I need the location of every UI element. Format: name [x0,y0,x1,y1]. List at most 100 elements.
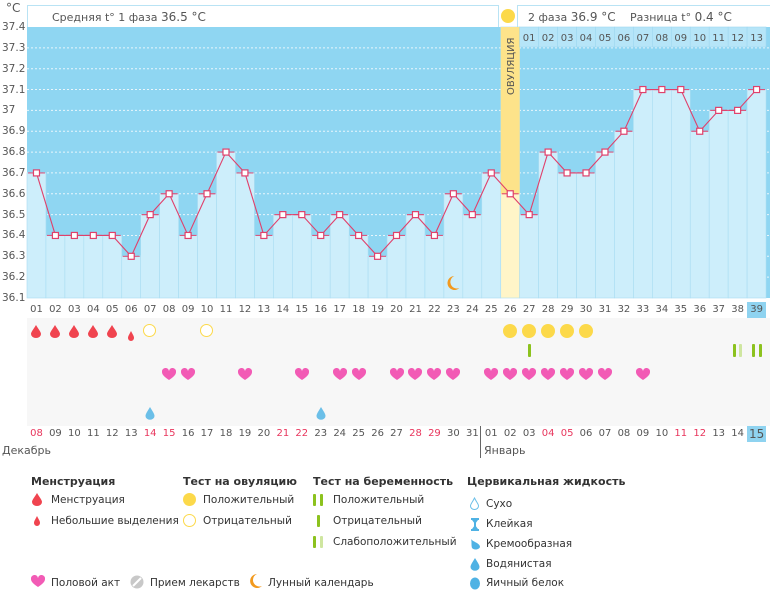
cycle-day-label[interactable]: 34 [655,304,669,315]
intercourse-heart-icon[interactable] [597,366,613,385]
ovulation-test-positive-icon[interactable] [560,324,575,338]
cycle-day-label[interactable]: 29 [560,304,574,315]
intercourse-heart-icon[interactable] [541,366,556,385]
date-label[interactable]: 19 [238,428,252,439]
spotting-drop-icon[interactable] [127,326,135,345]
cycle-day-label[interactable]: 30 [579,304,593,315]
intercourse-heart-icon[interactable] [503,366,518,385]
date-label[interactable]: 26 [371,428,384,439]
ovulation-test-positive-icon[interactable] [503,324,518,338]
date-label[interactable]: 22 [295,428,309,439]
cycle-day-label[interactable]: 16 [314,304,328,315]
cycle-day-label[interactable]: 19 [371,304,384,315]
cycle-day-label[interactable]: 21 [409,304,422,315]
menstruation-drop-icon[interactable] [49,323,61,342]
date-label[interactable]: 04 [541,428,555,439]
cycle-day-label[interactable]: 14 [276,304,290,315]
cycle-day-label[interactable]: 11 [219,304,233,315]
intercourse-heart-icon[interactable] [162,366,177,385]
cycle-day-label[interactable]: 27 [522,304,536,315]
cycle-day-label[interactable]: 12 [238,304,252,315]
cycle-day-label[interactable]: 13 [257,304,271,315]
cycle-day-label[interactable]: 08 [162,304,176,315]
date-label[interactable]: 11 [674,428,688,439]
date-label[interactable]: 21 [276,428,290,439]
intercourse-heart-icon[interactable] [522,366,537,385]
date-label[interactable]: 11 [86,428,100,439]
cycle-day-label[interactable]: 23 [447,304,460,315]
intercourse-heart-icon[interactable] [427,366,442,385]
date-label[interactable]: 09 [49,428,62,439]
pregnancy-test-weak-icon[interactable] [733,344,743,357]
intercourse-heart-icon[interactable] [578,366,594,385]
date-label[interactable]: 15 [747,426,767,442]
date-label[interactable]: 25 [352,428,365,439]
cycle-day-label[interactable]: 37 [712,304,726,315]
date-label[interactable]: 06 [579,428,593,439]
date-label[interactable]: 05 [560,428,574,439]
cycle-day-label[interactable]: 06 [124,304,138,315]
intercourse-heart-icon[interactable] [389,366,404,385]
date-label[interactable]: 17 [200,428,214,439]
date-label[interactable]: 12 [693,428,707,439]
date-label[interactable]: 28 [409,428,422,439]
intercourse-heart-icon[interactable] [181,366,196,385]
pregnancy-test-negative-icon[interactable] [527,344,531,357]
ovulation-test-positive-icon[interactable] [541,324,556,338]
ovulation-test-negative-icon[interactable] [200,324,214,337]
ovulation-test-positive-icon[interactable] [522,324,537,338]
menstruation-drop-icon[interactable] [30,323,42,342]
date-label[interactable]: 31 [465,428,479,439]
cycle-day-label[interactable]: 18 [352,304,365,315]
menstruation-drop-icon[interactable] [106,323,118,342]
date-label[interactable]: 02 [503,428,517,439]
date-label[interactable]: 09 [636,428,650,439]
date-label[interactable]: 03 [522,428,536,439]
cycle-day-label[interactable]: 25 [484,304,498,315]
date-label[interactable]: 29 [428,428,441,439]
date-label[interactable]: 24 [333,428,347,439]
cycle-day-label[interactable]: 33 [636,304,650,315]
menstruation-drop-icon[interactable] [68,323,80,342]
date-label[interactable]: 08 [617,428,631,439]
cycle-day-label[interactable]: 15 [295,304,309,315]
date-label[interactable]: 30 [447,428,460,439]
intercourse-heart-icon[interactable] [635,366,650,385]
cycle-day-label[interactable]: 01 [30,304,43,315]
intercourse-heart-icon[interactable] [484,366,499,385]
cycle-day-label[interactable]: 17 [333,304,347,315]
ovulation-test-negative-icon[interactable] [143,324,157,337]
date-label[interactable]: 13 [124,428,138,439]
date-label[interactable]: 12 [105,428,119,439]
intercourse-heart-icon[interactable] [294,366,309,385]
cycle-day-label[interactable]: 32 [617,304,631,315]
cycle-day-label[interactable]: 03 [68,304,81,315]
cycle-day-label[interactable]: 26 [503,304,517,315]
cycle-day-label[interactable]: 38 [731,304,744,315]
cycle-day-label[interactable]: 09 [181,304,195,315]
intercourse-heart-icon[interactable] [332,366,347,385]
cycle-day-label[interactable]: 35 [674,304,688,315]
intercourse-heart-icon[interactable] [351,366,366,385]
date-label[interactable]: 20 [257,428,271,439]
cycle-day-label[interactable]: 24 [465,304,479,315]
cycle-day-label[interactable]: 05 [105,304,119,315]
cervical-watery-icon[interactable] [315,405,327,424]
date-label[interactable]: 10 [655,428,669,439]
date-label[interactable]: 16 [181,428,195,439]
cycle-day-label[interactable]: 10 [200,304,214,315]
cervical-watery-icon[interactable] [144,405,156,424]
cycle-day-label[interactable]: 07 [143,304,157,315]
date-label[interactable]: 14 [731,428,744,439]
date-label[interactable]: 15 [162,428,176,439]
cycle-day-label[interactable]: 31 [598,304,612,315]
cycle-day-label[interactable]: 39 [747,302,767,318]
date-label[interactable]: 08 [30,428,43,439]
date-label[interactable]: 27 [390,428,403,439]
date-label[interactable]: 13 [712,428,726,439]
intercourse-heart-icon[interactable] [446,366,461,385]
cycle-day-label[interactable]: 20 [390,304,403,315]
intercourse-heart-icon[interactable] [560,366,575,385]
intercourse-heart-icon[interactable] [408,366,423,385]
cycle-day-label[interactable]: 02 [49,304,62,315]
